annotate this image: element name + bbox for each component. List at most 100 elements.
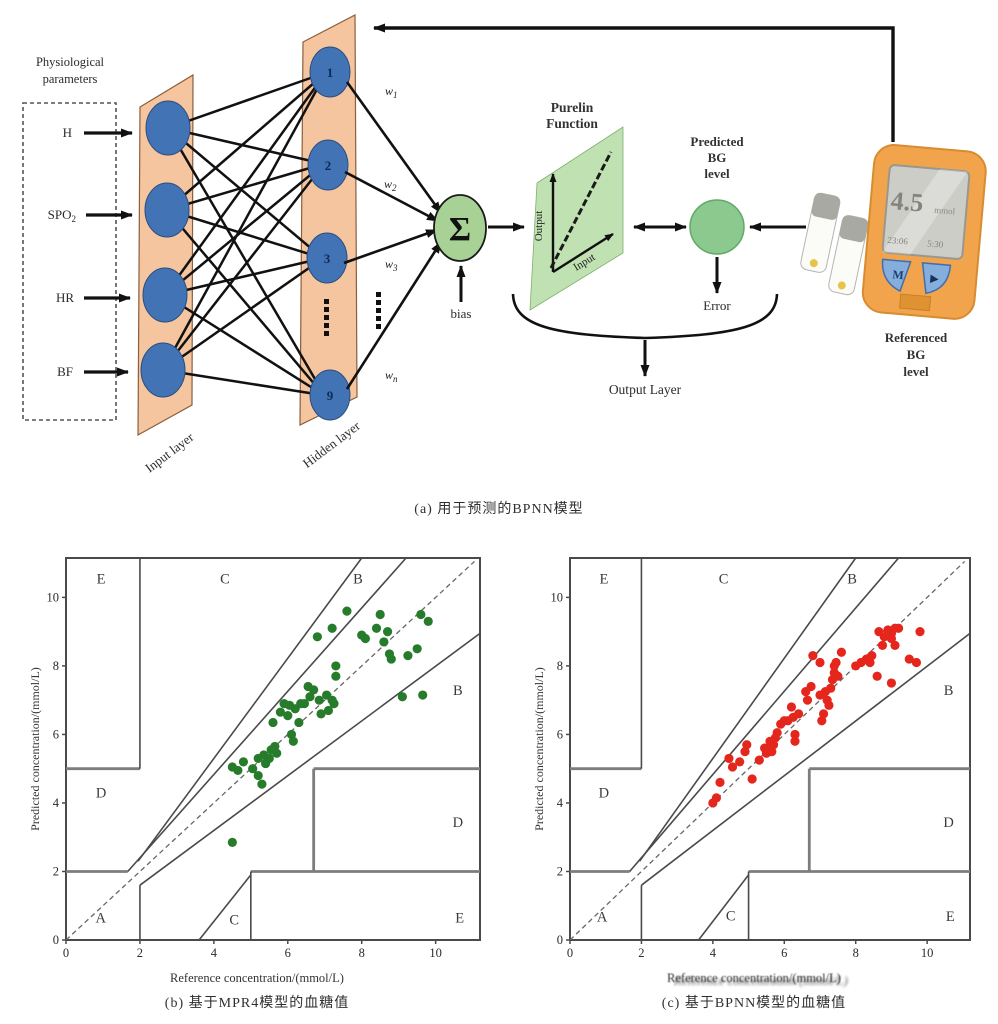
data-point <box>790 729 800 740</box>
hidden-layer-panel <box>299 14 358 426</box>
x-tick-label: 0 <box>63 946 69 960</box>
data-point <box>893 623 904 633</box>
meter-screen <box>881 164 971 260</box>
data-point <box>793 709 804 719</box>
svg-text:w2: w2 <box>384 177 397 193</box>
data-point <box>772 728 782 738</box>
zone-label: D <box>599 786 609 802</box>
zone-label: B <box>353 572 363 588</box>
x-tick-label: 4 <box>211 946 218 960</box>
output-layer-label: Output Layer <box>609 382 682 397</box>
input-label-hr: HR <box>56 290 74 305</box>
meter-reading: 4.5 <box>890 186 925 218</box>
predicted-bg-line1: Predicted <box>690 134 744 149</box>
data-point <box>735 757 745 767</box>
data-point <box>272 748 282 758</box>
y-tick-label: 0 <box>557 933 563 947</box>
zone-label: D <box>453 815 463 831</box>
data-point <box>316 709 326 719</box>
data-point <box>836 647 847 657</box>
data-point <box>314 695 324 705</box>
data-point <box>872 671 882 681</box>
chart-b-xlabel: Reference concentration/(mmol/L) <box>170 971 344 985</box>
data-point <box>904 654 914 664</box>
data-point <box>711 793 722 803</box>
zone-boundary <box>640 632 971 886</box>
error-label: Error <box>703 298 731 313</box>
zone-boundary <box>198 874 252 941</box>
svg-text:w1: w1 <box>385 84 398 100</box>
x-tick-label: 4 <box>710 946 717 960</box>
data-point <box>877 640 888 650</box>
data-point <box>227 837 237 847</box>
referenced-bg-line2: BG <box>907 347 926 362</box>
data-point <box>742 740 752 750</box>
y-tick-label: 2 <box>557 864 563 878</box>
x-tick-label: 6 <box>781 946 787 960</box>
data-point <box>808 651 818 661</box>
zone-boundary <box>137 557 363 862</box>
data-point <box>403 651 413 661</box>
data-point <box>323 705 334 716</box>
screen-glare <box>882 169 968 255</box>
data-point <box>715 777 725 788</box>
meter-play-button[interactable] <box>920 262 952 295</box>
purelin-output-axis-label: Output <box>533 211 545 242</box>
input-label-h: H <box>63 125 72 140</box>
caption-b: (b) 基于MPR4模型的血糖值 <box>164 996 350 1011</box>
data-point <box>747 774 757 784</box>
data-point <box>915 627 925 637</box>
data-point <box>268 717 278 728</box>
data-point <box>386 654 396 664</box>
data-point <box>890 640 900 650</box>
zone-label: E <box>97 572 106 588</box>
predicted-bg-node <box>689 199 745 255</box>
chart-b-block: 0 2 4 6 8 10 0 2 4 6 8 10 E C B B D D A C E Predicted concent… <box>28 552 486 1012</box>
data-point <box>397 692 407 702</box>
data-point <box>806 681 816 692</box>
x-tick-label: 8 <box>853 946 859 960</box>
predicted-bg-line2: BG <box>708 150 727 165</box>
zone-label: C <box>719 572 729 588</box>
data-point <box>327 623 337 633</box>
data-point <box>786 702 797 712</box>
meter-unit: mmol <box>934 205 956 217</box>
data-point <box>831 657 841 668</box>
data-point <box>879 632 889 642</box>
data-point <box>264 753 274 764</box>
x-tick-label: 6 <box>285 946 291 960</box>
data-point <box>423 616 433 626</box>
data-point <box>329 699 339 709</box>
hidden-to-sum-arrows <box>343 81 443 390</box>
data-point <box>288 736 298 746</box>
zone-label: A <box>96 911 107 927</box>
purelin-x-axis-arrow <box>552 232 614 274</box>
data-point <box>253 770 263 781</box>
data-point <box>371 623 382 633</box>
x-tick-label: 2 <box>137 946 143 960</box>
svg-text:2: 2 <box>325 158 332 173</box>
physio-title-line1: Physiological <box>36 55 105 69</box>
data-point <box>382 627 393 637</box>
data-point <box>867 651 877 661</box>
zone-label: D <box>96 786 106 802</box>
caption-c: (c) 基于BPNN模型的血糖值 <box>661 996 847 1011</box>
zone-label: C <box>220 572 230 588</box>
y-tick-label: 2 <box>53 864 59 878</box>
zone-boundary <box>638 557 857 862</box>
y-tick-label: 6 <box>557 727 563 741</box>
input-neurons <box>140 100 191 398</box>
input-layer-panel <box>137 73 194 437</box>
meter-m-button[interactable] <box>880 258 912 293</box>
zone-label: C <box>229 912 239 928</box>
zone-boundary <box>697 874 750 941</box>
data-point <box>299 699 310 709</box>
zone-label: E <box>455 911 464 927</box>
meter-status-left: 23:06 <box>887 235 909 247</box>
zone-label: B <box>453 683 463 699</box>
zone-label: A <box>597 910 608 926</box>
data-point <box>360 633 371 644</box>
data-point <box>275 707 285 717</box>
glucose-meter: 4.5 mmol 23:06 5:30 M ▶ <box>861 144 987 320</box>
